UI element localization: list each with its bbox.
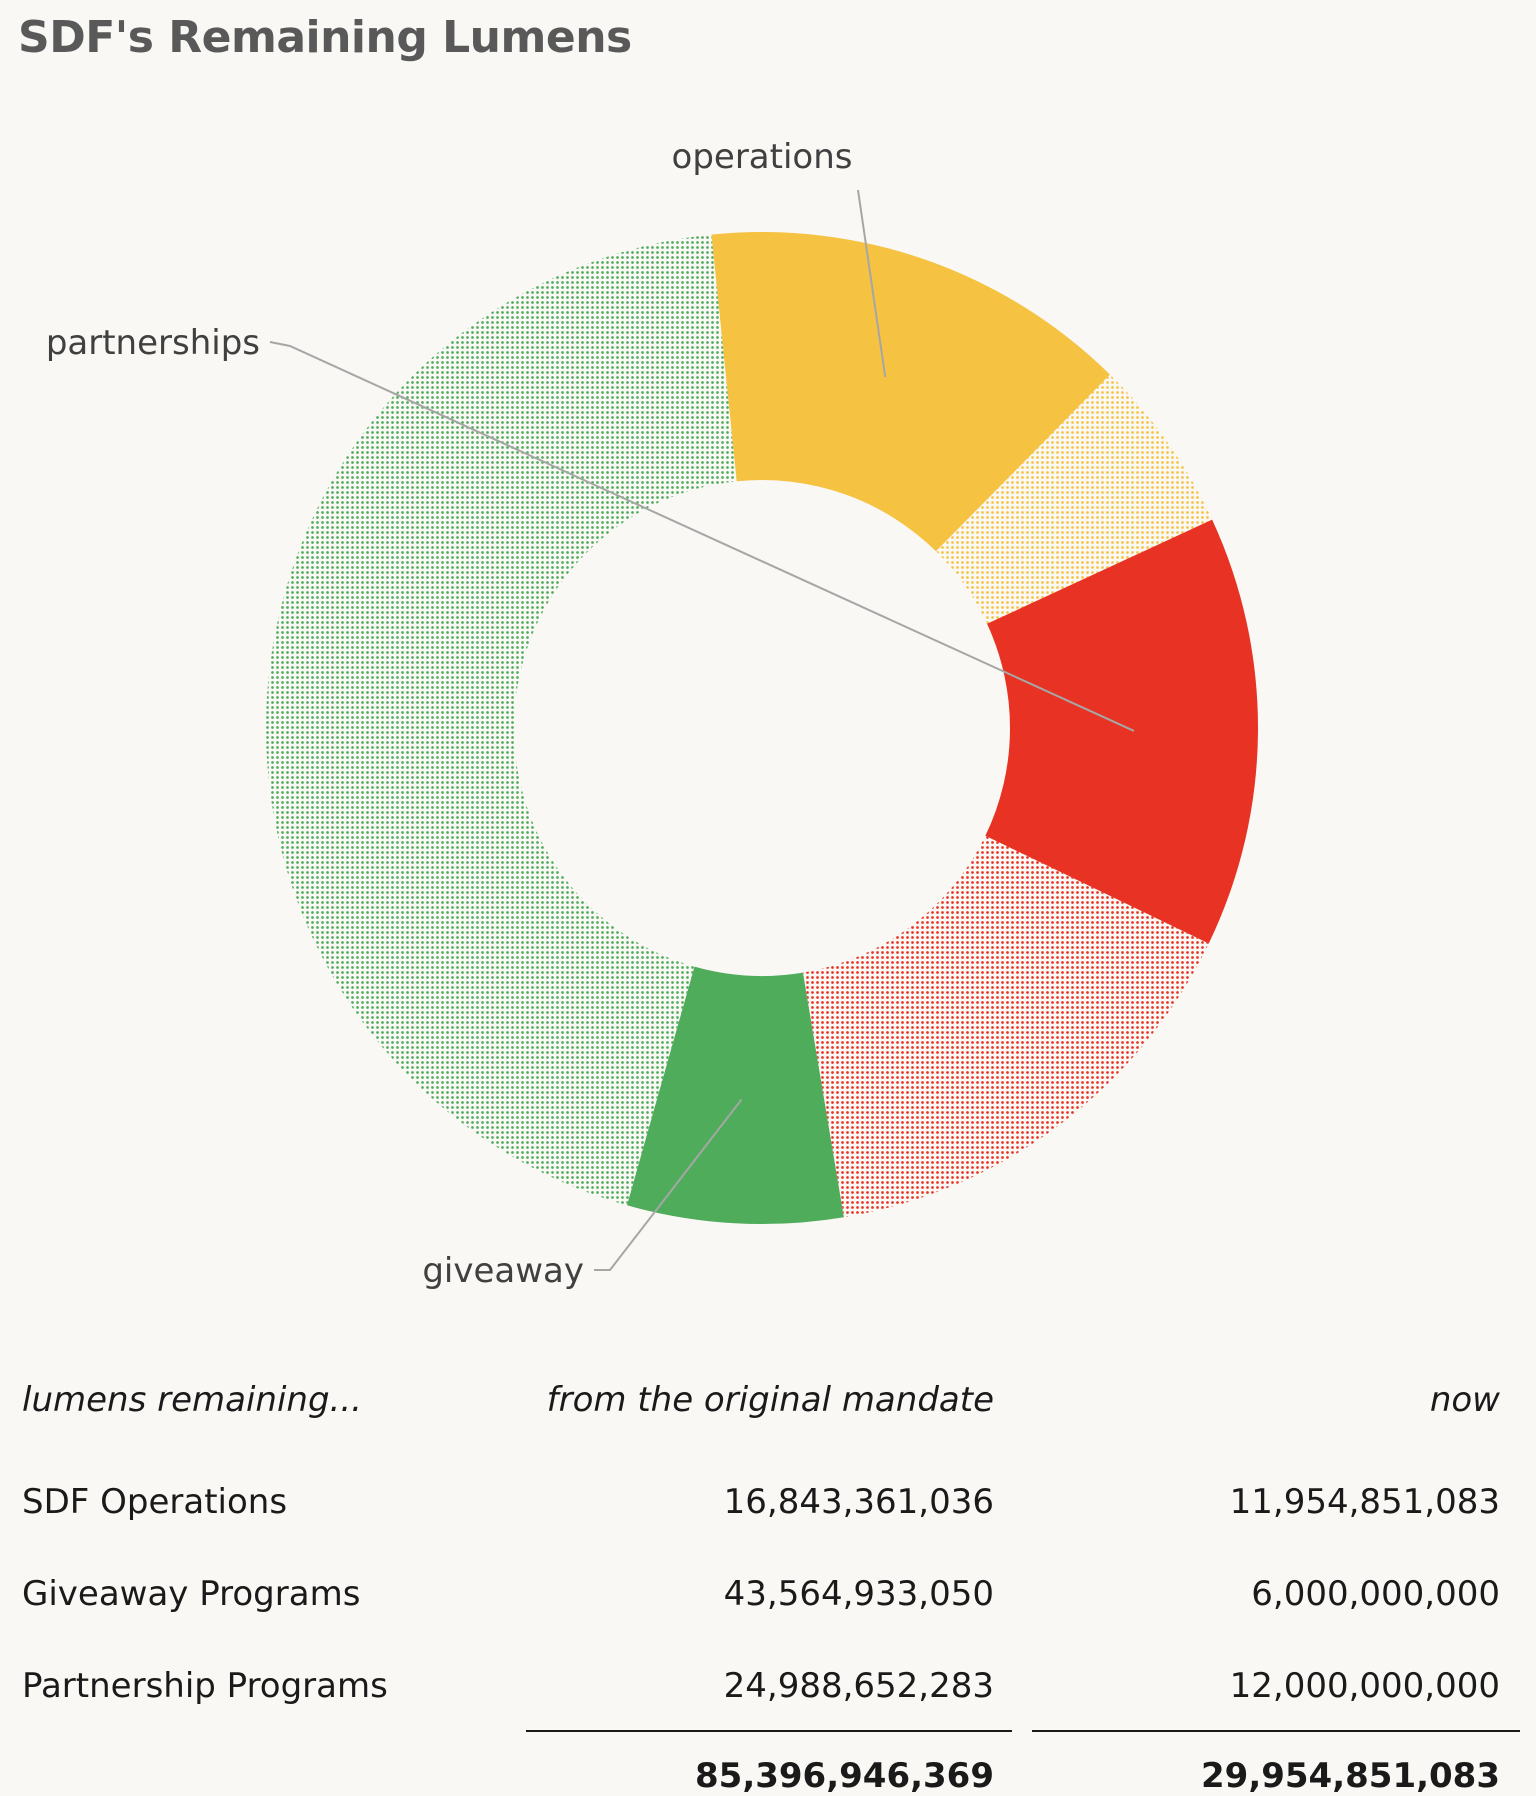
label-partnerships: partnerships — [46, 323, 260, 363]
header-now: now — [1429, 1380, 1500, 1420]
total-rule-original — [526, 1730, 1012, 1732]
slice-operations-used — [935, 374, 1213, 624]
donut-chart: operations partnerships giveaway — [46, 137, 1258, 1291]
row-giveaway-now: 6,000,000,000 — [1251, 1574, 1500, 1614]
slice-partnerships-used — [802, 835, 1209, 1218]
total-rule-now — [1032, 1730, 1520, 1732]
total-original: 85,396,946,369 — [695, 1756, 994, 1796]
total-now: 29,954,851,083 — [1201, 1756, 1500, 1796]
slice-giveaway-used — [265, 234, 737, 1206]
row-operations-original: 16,843,361,036 — [723, 1482, 994, 1522]
leader-operations-now — [857, 189, 887, 378]
slice-partnerships-now — [985, 519, 1258, 944]
header-original: from the original mandate — [546, 1380, 994, 1420]
row-operations-now: 11,954,851,083 — [1229, 1482, 1500, 1522]
slice-giveaway-now — [627, 966, 844, 1224]
row-partnership-name: Partnership Programs — [22, 1666, 388, 1706]
label-operations: operations — [672, 137, 853, 177]
leader-partnerships-now — [269, 341, 1135, 732]
row-partnership-now: 12,000,000,000 — [1229, 1666, 1500, 1706]
lumens-table: lumens remaining... from the original ma… — [0, 1360, 1536, 1796]
header-label: lumens remaining... — [22, 1380, 362, 1420]
leader-giveaway-now — [594, 1098, 743, 1271]
chart-title: SDF's Remaining Lumens — [18, 12, 632, 63]
row-giveaway-original: 43,564,933,050 — [723, 1574, 994, 1614]
row-giveaway-name: Giveaway Programs — [22, 1574, 361, 1614]
row-operations-name: SDF Operations — [22, 1482, 288, 1522]
row-partnership-original: 24,988,652,283 — [723, 1666, 994, 1706]
slice-operations-now — [711, 232, 1110, 552]
label-giveaway: giveaway — [422, 1251, 584, 1291]
